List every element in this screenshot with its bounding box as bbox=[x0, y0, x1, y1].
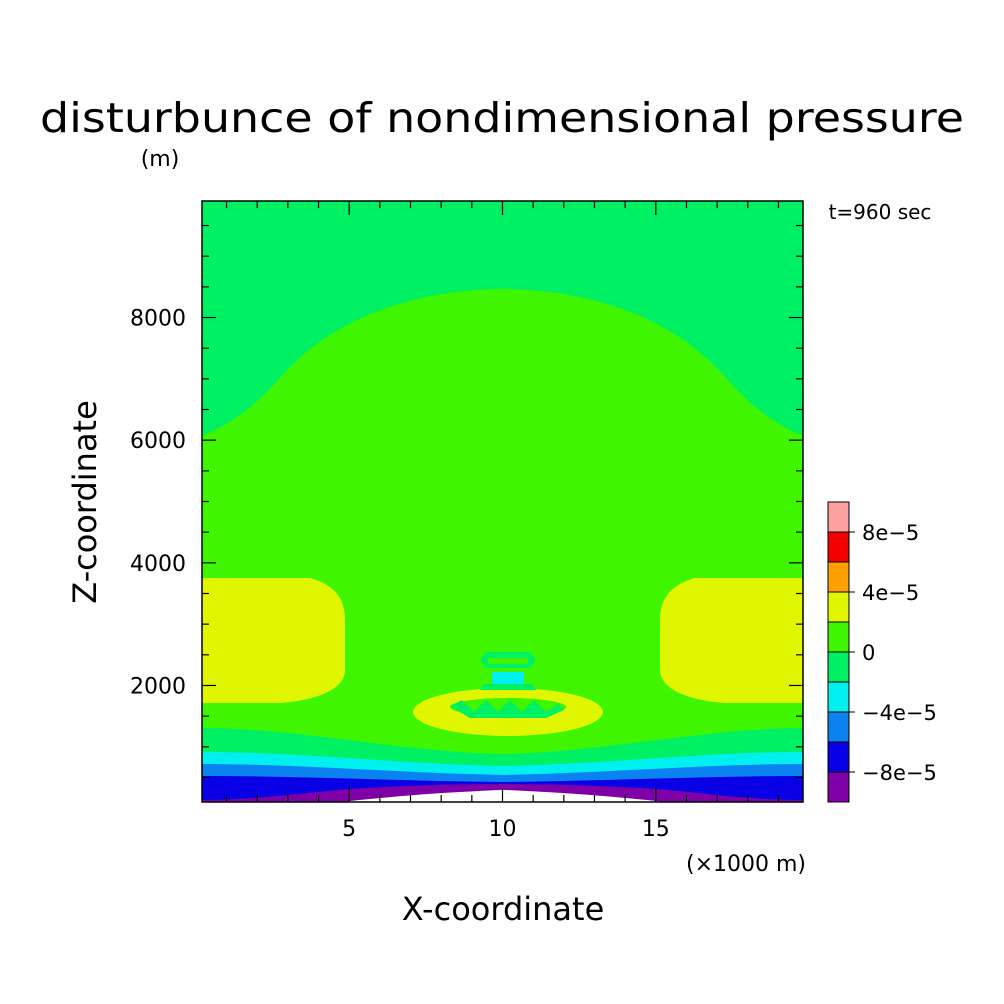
contour-region-green-center bbox=[450, 700, 564, 718]
y-tick-label: 2000 bbox=[130, 674, 186, 699]
x-tick-label: 10 bbox=[489, 817, 517, 842]
y-axis-label: Z-coordinate bbox=[66, 400, 104, 604]
x-tick-label: 5 bbox=[342, 817, 356, 842]
plot-area: 5 10 15 2000 4000 6000 8000 bbox=[130, 200, 804, 842]
colorbar-swatch bbox=[827, 771, 850, 803]
y-tick-label: 8000 bbox=[130, 307, 186, 332]
y-axis-units: (m) bbox=[141, 147, 180, 172]
contour-region-yellow-left bbox=[202, 578, 345, 703]
colorbar-label: 0 bbox=[862, 641, 875, 665]
colorbar-label: −8e−5 bbox=[862, 761, 937, 785]
colorbar-swatch bbox=[827, 711, 850, 743]
colorbar-swatch bbox=[827, 741, 850, 773]
axis-ticks: 5 10 15 2000 4000 6000 8000 bbox=[130, 201, 803, 842]
time-label: t=960 sec bbox=[829, 200, 932, 224]
chart-title: disturbunce of nondimensional pressure bbox=[40, 94, 964, 142]
colorbar-swatch bbox=[827, 651, 850, 683]
contour-region-lime-dome bbox=[202, 289, 803, 802]
colorbar-label: −4e−5 bbox=[862, 701, 937, 725]
x-axis-units: (×1000 m) bbox=[686, 852, 806, 877]
contour-region-yellow-right bbox=[660, 578, 803, 703]
colorbar-swatch bbox=[827, 531, 850, 563]
colorbar: −8e−5 −4e−5 0 4e−5 8e−5 bbox=[827, 501, 937, 803]
colorbar-label: 4e−5 bbox=[862, 581, 919, 605]
contour-region-lime-ring bbox=[488, 658, 528, 664]
colorbar-label: 8e−5 bbox=[862, 521, 919, 545]
y-tick-label: 6000 bbox=[130, 429, 186, 454]
colorbar-swatch bbox=[827, 501, 850, 533]
x-tick-label: 15 bbox=[642, 817, 670, 842]
x-axis-label: X-coordinate bbox=[402, 890, 605, 928]
colorbar-swatch bbox=[827, 591, 850, 623]
colorbar-swatch bbox=[827, 621, 850, 653]
colorbar-swatch bbox=[827, 561, 850, 593]
y-tick-label: 4000 bbox=[130, 552, 186, 577]
contour-region-green-center-upper bbox=[480, 684, 536, 690]
colorbar-swatch bbox=[827, 681, 850, 713]
contour-region-cyan-center bbox=[492, 672, 524, 684]
